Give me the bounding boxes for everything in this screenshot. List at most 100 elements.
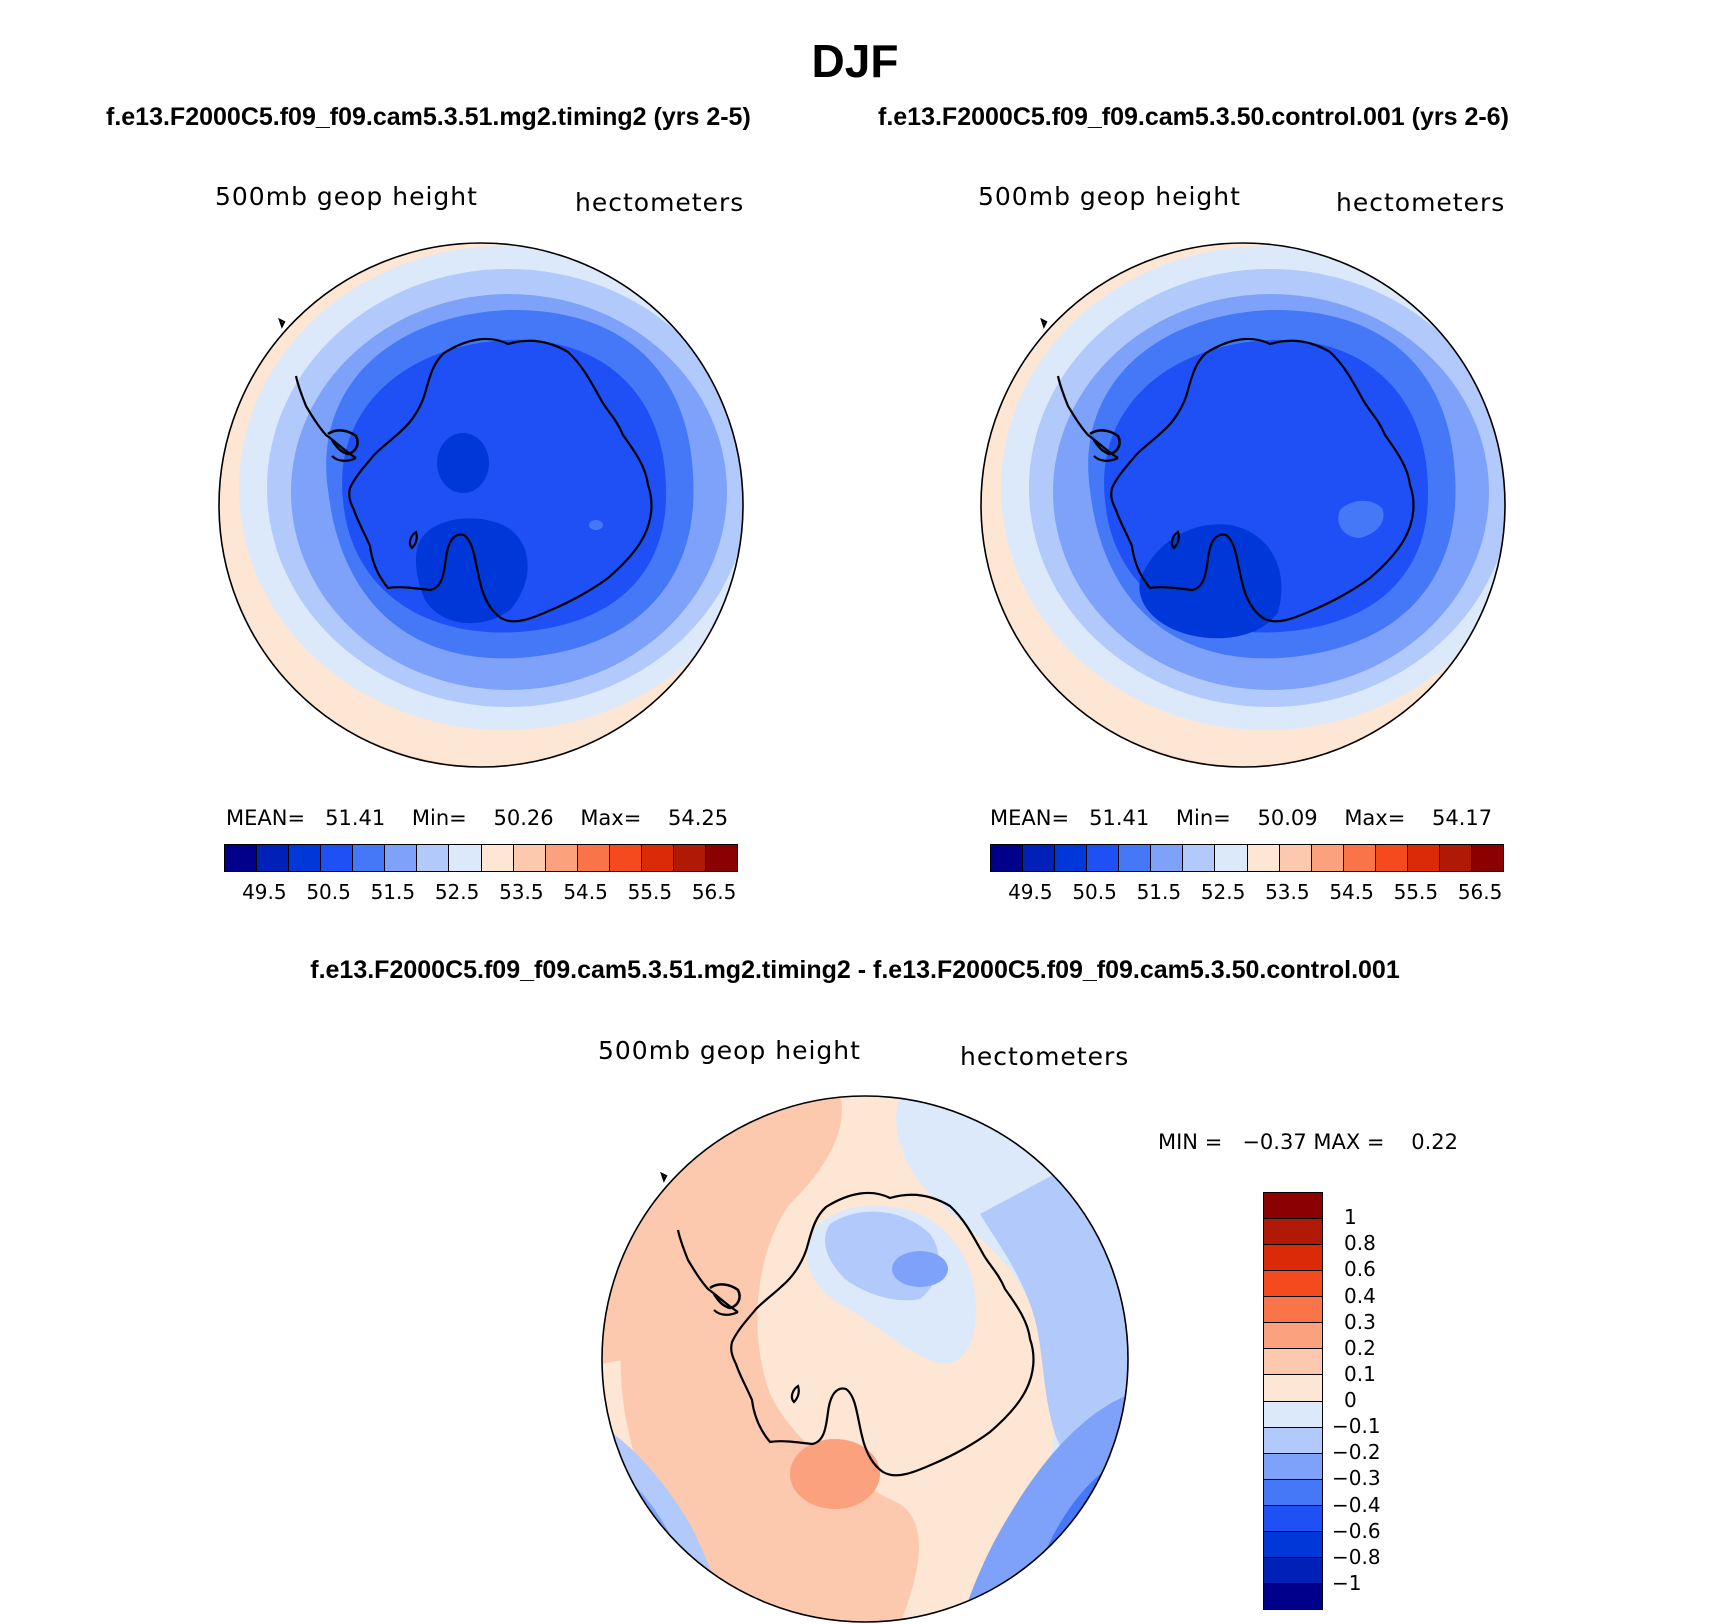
panel2-colorbar-swatch bbox=[1183, 845, 1216, 871]
panel1-colorbar-swatch bbox=[289, 845, 322, 871]
panel1-colorbar-swatch bbox=[353, 845, 386, 871]
panel2-island-small bbox=[1040, 317, 1048, 329]
panel2-colorbar-swatch bbox=[1087, 845, 1120, 871]
panel2-patch-east bbox=[1338, 500, 1384, 538]
diff-antarctica-coast bbox=[730, 1191, 1035, 1477]
diff-colorbar-label: 0.3 bbox=[1344, 1309, 1376, 1334]
panel2-colorbar-swatch bbox=[1279, 845, 1312, 871]
panel2-tick-label: 52.5 bbox=[1200, 880, 1246, 904]
panel1-colorbar-swatch bbox=[513, 845, 546, 871]
diff-colorbar-swatch bbox=[1264, 1479, 1322, 1506]
panel2-min-value: 50.09 bbox=[1257, 806, 1318, 830]
panel2-island bbox=[1170, 530, 1180, 550]
panel2-tick-label: 54.5 bbox=[1329, 880, 1374, 904]
panel1-tick-label: 54.5 bbox=[563, 880, 608, 904]
panel2-max-value: 54.17 bbox=[1432, 806, 1493, 830]
panel1-max-value: 54.25 bbox=[668, 806, 729, 830]
diff-min-label: MIN = bbox=[1158, 1130, 1223, 1154]
panel2-max-label: Max= bbox=[1344, 806, 1406, 830]
panel2-tick-label: 51.5 bbox=[1136, 880, 1182, 904]
diff-min-max: MIN = −0.37 MAX = 0.22 bbox=[1158, 1130, 1458, 1154]
panel2-tick-label: 49.5 bbox=[1008, 880, 1053, 904]
diff-colorbar-label: −0.3 bbox=[1332, 1466, 1381, 1491]
diff-colorbar-swatch bbox=[1264, 1245, 1322, 1272]
diff-colorbar-label: 1 bbox=[1344, 1205, 1357, 1230]
diff-colorbar-label: −0.6 bbox=[1332, 1518, 1381, 1543]
panel1-island bbox=[408, 530, 418, 550]
panel2-colorbar-swatch bbox=[1023, 845, 1056, 871]
panel1-colorbar-swatch bbox=[225, 845, 258, 871]
panel2-min-label: Min= bbox=[1175, 806, 1231, 830]
panel1-colorbar-ticks: 49.5 50.5 51.5 52.5 53.5 54.5 55.5 56.5 bbox=[224, 880, 738, 906]
diff-colorbar-label: 0.8 bbox=[1344, 1231, 1376, 1256]
diff-colorbar-label: 0 bbox=[1344, 1388, 1357, 1412]
diff-colorbar-label: −0.4 bbox=[1332, 1492, 1381, 1517]
panel1-min-label: Min= bbox=[411, 806, 467, 830]
panel1-units-label: hectometers bbox=[575, 188, 745, 217]
panel2-variable-label: 500mb geop height bbox=[978, 182, 1241, 211]
diff-colorbar-swatch bbox=[1264, 1193, 1322, 1220]
panel2-colorbar bbox=[990, 844, 1504, 872]
panel2-colorbar-swatch bbox=[1311, 845, 1344, 871]
panel1-colorbar-swatch bbox=[321, 845, 354, 871]
diff-colorbar-label: −0.1 bbox=[1332, 1414, 1381, 1439]
diff-colorbar-swatch bbox=[1264, 1557, 1322, 1584]
diff-colorbar-swatch bbox=[1264, 1297, 1322, 1324]
diff-colorbar-swatch bbox=[1264, 1349, 1322, 1376]
panel2-stats: MEAN= 51.41 Min= 50.09 Max= 54.17 bbox=[990, 806, 1492, 830]
diff-island bbox=[790, 1384, 800, 1404]
panel1-mean-label: MEAN= bbox=[226, 806, 306, 830]
panel1-colorbar bbox=[224, 844, 738, 872]
panel1-low-weddell bbox=[415, 518, 528, 624]
panel1-mean-value: 51.41 bbox=[325, 806, 386, 830]
diff-colorbar-label: −0.8 bbox=[1332, 1544, 1381, 1569]
panel2-mean-value: 51.41 bbox=[1089, 806, 1150, 830]
panel1-colorbar-swatch bbox=[449, 845, 482, 871]
diff-variable-label: 500mb geop height bbox=[598, 1036, 861, 1065]
panel2-subtitle: f.e13.F2000C5.f09_f09.cam5.3.50.control.… bbox=[878, 103, 1509, 131]
diff-min-value: −0.37 bbox=[1242, 1130, 1307, 1154]
panel2-low-weddell bbox=[1139, 524, 1282, 639]
diff-colorbar-swatch bbox=[1264, 1375, 1322, 1402]
panel2-tick-label: 55.5 bbox=[1393, 880, 1439, 904]
panel2-colorbar-swatch bbox=[991, 845, 1024, 871]
diff-ross-ice-shelf bbox=[709, 1283, 741, 1310]
panel1-colorbar-swatch bbox=[673, 845, 706, 871]
panel1-antarctic-peninsula bbox=[294, 375, 357, 462]
diff-colorbar-label: −1 bbox=[1332, 1570, 1362, 1595]
panel2-ross-ice-shelf bbox=[1089, 429, 1121, 456]
panel2-colorbar-swatch bbox=[1375, 845, 1408, 871]
diff-max-label: MAX = bbox=[1313, 1130, 1385, 1154]
panel1-tick-label: 56.5 bbox=[691, 880, 737, 904]
panel2-polar-map bbox=[980, 242, 1506, 768]
panel1-small-patch bbox=[589, 520, 603, 530]
panel1-subtitle: f.e13.F2000C5.f09_f09.cam5.3.51.mg2.timi… bbox=[106, 103, 751, 131]
panel1-colorbar-swatch bbox=[257, 845, 290, 871]
panel2-antarctic-peninsula bbox=[1056, 375, 1119, 462]
panel1-stats: MEAN= 51.41 Min= 50.26 Max= 54.25 bbox=[226, 806, 728, 830]
diff-colorbar-swatch bbox=[1264, 1271, 1322, 1298]
panel1-min-value: 50.26 bbox=[493, 806, 554, 830]
panel1-colorbar-swatch bbox=[609, 845, 642, 871]
panel1-colorbar-swatch bbox=[385, 845, 418, 871]
figure-title: DJF bbox=[811, 35, 899, 87]
diff-colorbar-swatch bbox=[1264, 1583, 1322, 1609]
diff-colorbar-swatch bbox=[1264, 1401, 1322, 1428]
panel1-colorbar-swatch bbox=[705, 845, 737, 871]
panel2-colorbar-swatch bbox=[1343, 845, 1376, 871]
panel1-low-center bbox=[437, 433, 489, 493]
diff-colorbar-swatch bbox=[1264, 1505, 1322, 1532]
panel2-colorbar-swatch bbox=[1215, 845, 1248, 871]
panel2-tick-label: 53.5 bbox=[1265, 880, 1310, 904]
panel1-colorbar-swatch bbox=[641, 845, 674, 871]
panel2-map-boundary bbox=[980, 242, 1506, 768]
diff-minus-0.2-center bbox=[892, 1251, 948, 1287]
panel1-tick-label: 49.5 bbox=[242, 880, 287, 904]
diff-colorbar-swatch bbox=[1264, 1453, 1322, 1480]
diff-colorbar-label: 0.6 bbox=[1344, 1257, 1376, 1282]
panel2-colorbar-ticks: 49.5 50.5 51.5 52.5 53.5 54.5 55.5 56.5 bbox=[990, 880, 1504, 906]
panel1-colorbar-swatch bbox=[545, 845, 578, 871]
diff-island-small bbox=[660, 1171, 668, 1183]
panel1-tick-label: 53.5 bbox=[499, 880, 544, 904]
diff-colorbar-label: 0.1 bbox=[1344, 1361, 1376, 1386]
